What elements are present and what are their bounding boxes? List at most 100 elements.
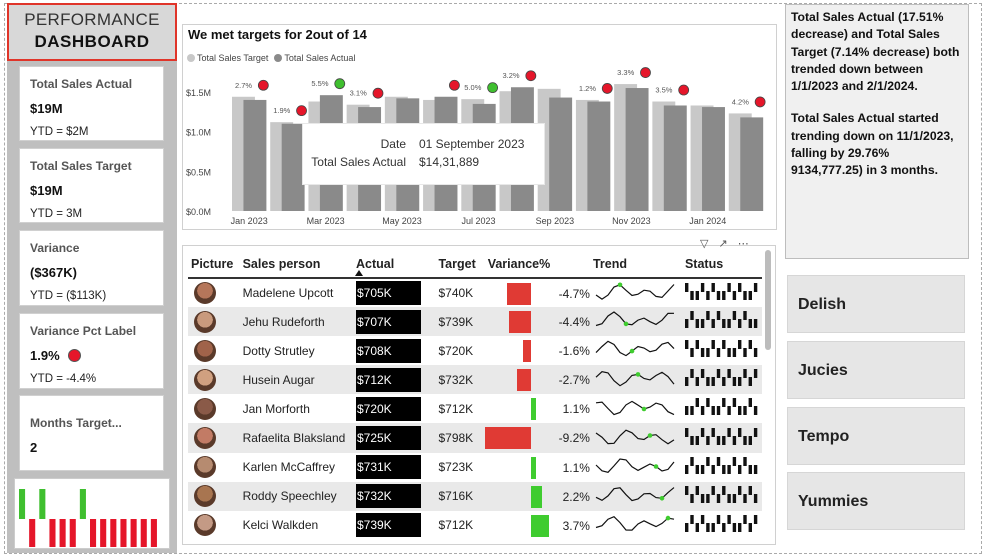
status-cell xyxy=(682,394,762,423)
status-tick xyxy=(690,435,694,445)
avatar xyxy=(194,339,216,362)
filter-icon[interactable]: ▽ xyxy=(700,238,709,250)
target-cell: $739K xyxy=(435,307,485,337)
legend-item-actual[interactable]: Total Sales Actual xyxy=(274,53,355,63)
table-row[interactable]: Kelci Walkden $739K $712K 3.7% xyxy=(188,511,762,540)
mini-status-chart[interactable] xyxy=(14,478,170,549)
status-tick xyxy=(748,398,752,408)
slicer-tempo[interactable]: Tempo xyxy=(787,407,965,465)
status-tick xyxy=(695,522,699,532)
status-tick xyxy=(684,319,689,329)
title-line1: PERFORMANCE xyxy=(24,10,160,29)
status-tick xyxy=(737,377,742,387)
status-tick xyxy=(727,464,731,474)
kpi-card-total-sales-actual[interactable]: Total Sales Actual $19M YTD = $2M xyxy=(19,66,164,141)
picture-cell xyxy=(188,307,240,337)
col-header-trend[interactable]: Trend xyxy=(589,251,682,279)
variance-value: 1.1% xyxy=(562,402,590,417)
status-tick xyxy=(684,485,689,495)
col-header-target[interactable]: Target xyxy=(435,251,485,279)
bad-status-dot-icon xyxy=(449,79,460,91)
trend-cell xyxy=(589,423,682,453)
status-sparkbars xyxy=(684,282,758,300)
y-tick-label: $1.5M xyxy=(186,88,211,98)
mini-good-bar xyxy=(39,489,46,519)
kpi-card-variance[interactable]: Variance ($367K) YTD = ($113K) xyxy=(19,230,164,306)
name-cell: Kelci Walkden xyxy=(242,518,319,533)
chart-title: We met targets for 2out of 14 xyxy=(188,27,367,42)
col-header-status[interactable]: Status xyxy=(681,251,762,279)
status-tick xyxy=(737,319,742,329)
status-tick xyxy=(700,406,705,416)
status-tick xyxy=(727,282,731,292)
status-sparkbars xyxy=(684,456,758,474)
table-row[interactable]: Rafaelita Blaksland $725K $798K -9.2% xyxy=(188,423,762,453)
slicer-yummies[interactable]: Yummies xyxy=(787,472,965,530)
status-cell xyxy=(682,511,762,540)
table-row[interactable]: Husein Augar $712K $732K -2.7% xyxy=(188,365,762,395)
col-header-picture[interactable]: Picture xyxy=(188,251,240,279)
actual-bar xyxy=(243,99,267,211)
tooltip-key: Date xyxy=(380,137,406,151)
status-tick xyxy=(737,522,742,532)
kpi-label: Total Sales Target xyxy=(30,159,132,173)
legend-item-target[interactable]: Total Sales Target xyxy=(187,53,268,63)
focus-mode-icon[interactable]: ↗ xyxy=(718,238,728,250)
actual-value: $705K xyxy=(355,281,421,306)
table-row[interactable]: Madelene Upcott $705K $740K -4.7% xyxy=(188,278,762,307)
table-scrollbar[interactable] xyxy=(765,250,771,350)
variance-bar xyxy=(484,427,531,450)
status-sparkbars xyxy=(684,398,758,416)
status-tick xyxy=(684,464,689,474)
bad-status-dot-icon xyxy=(296,105,307,117)
status-tick xyxy=(748,377,752,387)
actual-cell: $708K xyxy=(353,336,436,365)
kpi-value: $19M xyxy=(30,183,153,198)
status-tick xyxy=(684,282,689,292)
trend-sparkline xyxy=(595,282,675,300)
kpi-ytd: YTD = 3M xyxy=(30,208,83,220)
col-header-actual[interactable]: Actual xyxy=(352,251,436,279)
trend-cell xyxy=(589,365,682,395)
tooltip-value: 01 September 2023 xyxy=(419,137,525,151)
status-tick xyxy=(716,290,721,300)
status-tick xyxy=(695,464,699,474)
table-row[interactable]: Jan Morforth $720K $712K 1.1% xyxy=(188,394,762,423)
bad-status-dot-icon xyxy=(754,96,766,108)
slicer-delish[interactable]: Delish xyxy=(787,275,965,333)
col-header-sales-person[interactable]: Sales person xyxy=(239,251,353,279)
kpi-card-months-target[interactable]: Months Target... 2 xyxy=(19,395,164,471)
name-cell: Roddy Speechley xyxy=(239,481,353,511)
slicer-jucies[interactable]: Jucies xyxy=(787,341,965,399)
kpi-card-total-sales-target[interactable]: Total Sales Target $19M YTD = 3M xyxy=(19,148,164,223)
more-options-icon[interactable]: ⋯ xyxy=(737,238,749,250)
sort-ascending-icon[interactable] xyxy=(355,270,363,276)
kpi-card-variance-pct[interactable]: Variance Pct Label 1.9% YTD = -4.4% xyxy=(19,313,164,389)
status-cell xyxy=(681,481,762,511)
table-row[interactable]: Jehu Rudeforth $707K $739K -4.4% xyxy=(188,307,762,337)
table-row[interactable]: Roddy Speechley $732K $716K 2.2% xyxy=(188,481,762,511)
table-row[interactable]: Karlen McCaffrey $731K $723K 1.1% xyxy=(188,453,762,482)
col-header-variance[interactable]: Variance% xyxy=(484,251,590,279)
name-cell: Karlen McCaffrey xyxy=(242,460,336,475)
table-row[interactable]: Dotty Strutley $708K $720K -1.6% xyxy=(188,336,762,365)
variance-bar xyxy=(530,456,537,479)
mini-bad-bar xyxy=(120,519,127,547)
canvas-border xyxy=(4,3,982,554)
mini-bad-bar xyxy=(90,519,97,547)
title-line2: DASHBOARD xyxy=(34,32,150,51)
smart-narrative: Total Sales Actual (17.51% decrease) and… xyxy=(785,4,969,259)
status-tick xyxy=(706,348,710,358)
kpi-label: Variance Pct Label xyxy=(30,324,137,338)
trend-sparkline xyxy=(595,401,675,416)
avatar xyxy=(194,485,216,508)
bar-data-label: 2.7% xyxy=(235,81,252,90)
status-tick xyxy=(700,493,705,503)
mini-bad-bar xyxy=(59,519,66,547)
trend-line xyxy=(595,340,675,357)
status-tick xyxy=(690,514,694,524)
actual-value: $732K xyxy=(355,484,421,509)
trend-cell xyxy=(590,278,682,307)
picture-cell xyxy=(188,423,240,453)
status-cell xyxy=(681,307,762,337)
